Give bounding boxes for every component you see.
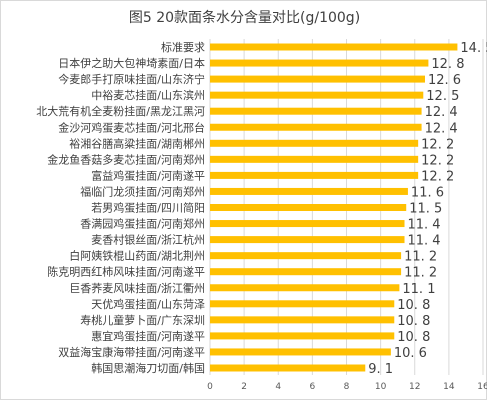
bar [210, 220, 405, 228]
x-tick-label: 6 [310, 382, 316, 392]
category-label: 裕湘谷膳高粱挂面/湖南郴州 [69, 136, 205, 150]
data-label: 9. 1 [368, 362, 393, 377]
data-label: 10. 8 [397, 298, 430, 313]
category-label: 双益海宝康海带挂面/河南遂平 [58, 345, 205, 359]
category-label: 富益鸡蛋挂面/河南遂平 [91, 168, 205, 182]
bar [210, 332, 395, 340]
bar [210, 155, 419, 163]
data-label: 12. 2 [421, 137, 454, 152]
category-label: 福临门龙须挂面/河南郑州 [80, 184, 205, 198]
bar [210, 187, 408, 195]
x-tick-label: 12 [409, 382, 420, 392]
category-label: 巨香荞麦风味挂面/浙江衢州 [69, 281, 205, 295]
data-label: 12. 2 [421, 169, 454, 184]
bar [210, 91, 424, 99]
data-label: 12. 2 [421, 153, 454, 168]
category-label: 若男鸡蛋挂面/四川简阳 [91, 201, 205, 215]
bar [210, 300, 395, 308]
category-label: 金沙河鸡蛋麦芯挂面/河北邢台 [58, 120, 205, 134]
bar [210, 139, 419, 147]
data-label: 11. 4 [408, 218, 441, 233]
data-label: 11. 2 [404, 250, 437, 265]
category-label: 陈克明西红柿风味挂面/河南遂平 [47, 265, 205, 279]
data-label: 12. 4 [425, 121, 458, 136]
category-label: 香满园鸡蛋挂面/河南郑州 [80, 217, 205, 231]
category-label: 白阿姨铁棍山药面/湖北荆州 [69, 249, 205, 263]
category-label: 韩国思潮海刀切面/韩国 [91, 361, 205, 375]
x-tick-label: 0 [207, 382, 213, 392]
data-label: 11. 2 [404, 266, 437, 281]
data-label: 11. 1 [402, 282, 435, 297]
category-label: 中裕麦芯挂面/山东滨州 [91, 88, 205, 102]
data-label: 10. 8 [397, 330, 430, 345]
data-label: 12. 6 [428, 73, 461, 88]
data-label: 11. 6 [411, 185, 444, 200]
bar [210, 364, 366, 372]
category-label: 惠宜鸡蛋挂面/河南遂平 [91, 329, 205, 343]
category-label: 金龙鱼香菇多麦芯挂面/河南郑州 [47, 152, 205, 166]
bar [210, 348, 391, 356]
bar [210, 284, 400, 292]
bar [210, 171, 419, 179]
data-label: 12. 4 [425, 105, 458, 120]
bar [210, 204, 407, 211]
bar [210, 43, 458, 51]
bar [210, 252, 402, 260]
bar [210, 59, 429, 67]
category-label: 北大荒有机全麦粉挂面/黑龙江黑河 [36, 104, 205, 118]
x-tick-label: 16 [477, 382, 487, 392]
bar [210, 316, 395, 324]
x-tick-label: 14 [443, 382, 455, 392]
x-tick-label: 10 [375, 382, 387, 392]
category-label: 麦香村银丝面/浙江杭州 [91, 233, 205, 247]
data-label: 10. 8 [397, 314, 430, 329]
bar [210, 107, 422, 115]
chart-title: 图5 20款面条水分含量对比(g/100g) [128, 10, 361, 26]
data-label: 12. 5 [426, 89, 459, 104]
data-label: 12. 8 [431, 57, 464, 72]
data-label: 11. 5 [409, 202, 442, 217]
category-label: 标准要求 [161, 40, 205, 54]
category-label: 日本伊之助大包神埼素面/日本 [58, 56, 205, 70]
bar [210, 268, 402, 276]
data-label: 11. 4 [408, 234, 441, 249]
category-label: 今麦郎手打原味挂面/山东济宁 [58, 72, 205, 86]
category-label: 寿桃儿童萝卜面/广东深圳 [80, 313, 205, 327]
x-tick-label: 8 [344, 382, 350, 392]
x-tick-label: 4 [275, 382, 281, 392]
data-label: 10. 6 [394, 346, 427, 361]
bar [210, 75, 425, 83]
x-tick-label: 2 [241, 382, 247, 392]
bar [210, 236, 405, 244]
category-label: 天优鸡蛋挂面/山东菏泽 [91, 297, 205, 311]
bar [210, 123, 422, 131]
data-label: 14. 5 [460, 41, 487, 56]
